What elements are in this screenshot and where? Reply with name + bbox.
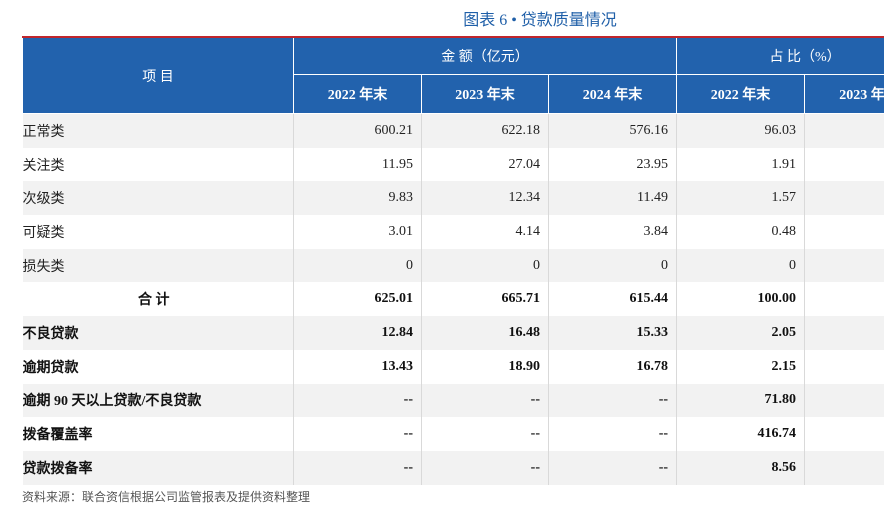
- source-note: 资料来源：联合资信根据公司监管报表及提供资料整理: [22, 488, 310, 505]
- header-year: 2023 年末: [422, 75, 549, 114]
- table-row: 逾期 90 天以上贷款/不良贷款------71.80: [23, 384, 884, 418]
- cell-value: 96.03: [677, 114, 805, 148]
- cell-value: 16.48: [422, 316, 549, 350]
- cell-value: 71.80: [677, 384, 805, 418]
- cell-value: 11.95: [294, 148, 422, 182]
- cell-clipped: [805, 316, 884, 350]
- cell-clipped: [805, 384, 884, 418]
- header-share: 占 比（%）: [677, 37, 884, 75]
- cell-clipped: [805, 282, 884, 316]
- cell-value: --: [549, 384, 677, 418]
- row-label: 逾期贷款: [23, 350, 294, 384]
- header-year: 2022 年末: [294, 75, 422, 114]
- cell-value: 416.74: [677, 417, 805, 451]
- cell-value: --: [294, 417, 422, 451]
- cell-value: 1.91: [677, 148, 805, 182]
- cell-clipped: [805, 249, 884, 283]
- row-label: 损失类: [23, 249, 294, 283]
- cell-value: 576.16: [549, 114, 677, 148]
- table-row: 拨备覆盖率------416.74: [23, 417, 884, 451]
- header-year: 2023 年末: [805, 75, 884, 114]
- cell-value: 12.34: [422, 181, 549, 215]
- row-label: 关注类: [23, 148, 294, 182]
- cell-value: 2.05: [677, 316, 805, 350]
- cell-clipped: [805, 148, 884, 182]
- header-year: 2024 年末: [549, 75, 677, 114]
- cell-value: 0: [422, 249, 549, 283]
- cell-value: 15.33: [549, 316, 677, 350]
- cell-value: 9.83: [294, 181, 422, 215]
- cell-value: 11.49: [549, 181, 677, 215]
- cell-value: --: [549, 417, 677, 451]
- cell-value: 0: [549, 249, 677, 283]
- cell-value: 0: [677, 249, 805, 283]
- cell-value: 12.84: [294, 316, 422, 350]
- cell-value: 665.71: [422, 282, 549, 316]
- row-label: 逾期 90 天以上贷款/不良贷款: [23, 384, 294, 418]
- cell-value: 600.21: [294, 114, 422, 148]
- cell-value: --: [422, 417, 549, 451]
- cell-value: 16.78: [549, 350, 677, 384]
- row-label: 次级类: [23, 181, 294, 215]
- cell-clipped: [805, 181, 884, 215]
- row-label: 合 计: [23, 282, 294, 316]
- cell-value: 625.01: [294, 282, 422, 316]
- row-label: 贷款拨备率: [23, 451, 294, 485]
- header-item: 项 目: [23, 37, 294, 114]
- row-label: 可疑类: [23, 215, 294, 249]
- cell-clipped: [805, 215, 884, 249]
- cell-value: --: [422, 384, 549, 418]
- cell-value: 27.04: [422, 148, 549, 182]
- row-label: 正常类: [23, 114, 294, 148]
- cell-clipped: [805, 417, 884, 451]
- cell-value: 8.56: [677, 451, 805, 485]
- cell-value: 1.57: [677, 181, 805, 215]
- cell-clipped: [805, 114, 884, 148]
- cell-value: 3.01: [294, 215, 422, 249]
- table-title: 图表 6 • 贷款质量情况: [380, 6, 700, 30]
- cell-value: --: [294, 384, 422, 418]
- cell-value: 4.14: [422, 215, 549, 249]
- cell-value: --: [294, 451, 422, 485]
- header-year: 2022 年末: [677, 75, 805, 114]
- cell-clipped: [805, 451, 884, 485]
- cell-value: 622.18: [422, 114, 549, 148]
- cell-value: 18.90: [422, 350, 549, 384]
- cell-value: 615.44: [549, 282, 677, 316]
- cell-value: --: [549, 451, 677, 485]
- cell-clipped: [805, 350, 884, 384]
- table-row: 贷款拨备率------8.56: [23, 451, 884, 485]
- cell-value: 23.95: [549, 148, 677, 182]
- cell-value: 2.15: [677, 350, 805, 384]
- cell-value: 13.43: [294, 350, 422, 384]
- cell-value: 100.00: [677, 282, 805, 316]
- cell-value: --: [422, 451, 549, 485]
- cell-value: 0.48: [677, 215, 805, 249]
- cell-value: 0: [294, 249, 422, 283]
- row-label: 拨备覆盖率: [23, 417, 294, 451]
- row-label: 不良贷款: [23, 316, 294, 350]
- cell-value: 3.84: [549, 215, 677, 249]
- header-amount: 金 额（亿元）: [294, 37, 677, 75]
